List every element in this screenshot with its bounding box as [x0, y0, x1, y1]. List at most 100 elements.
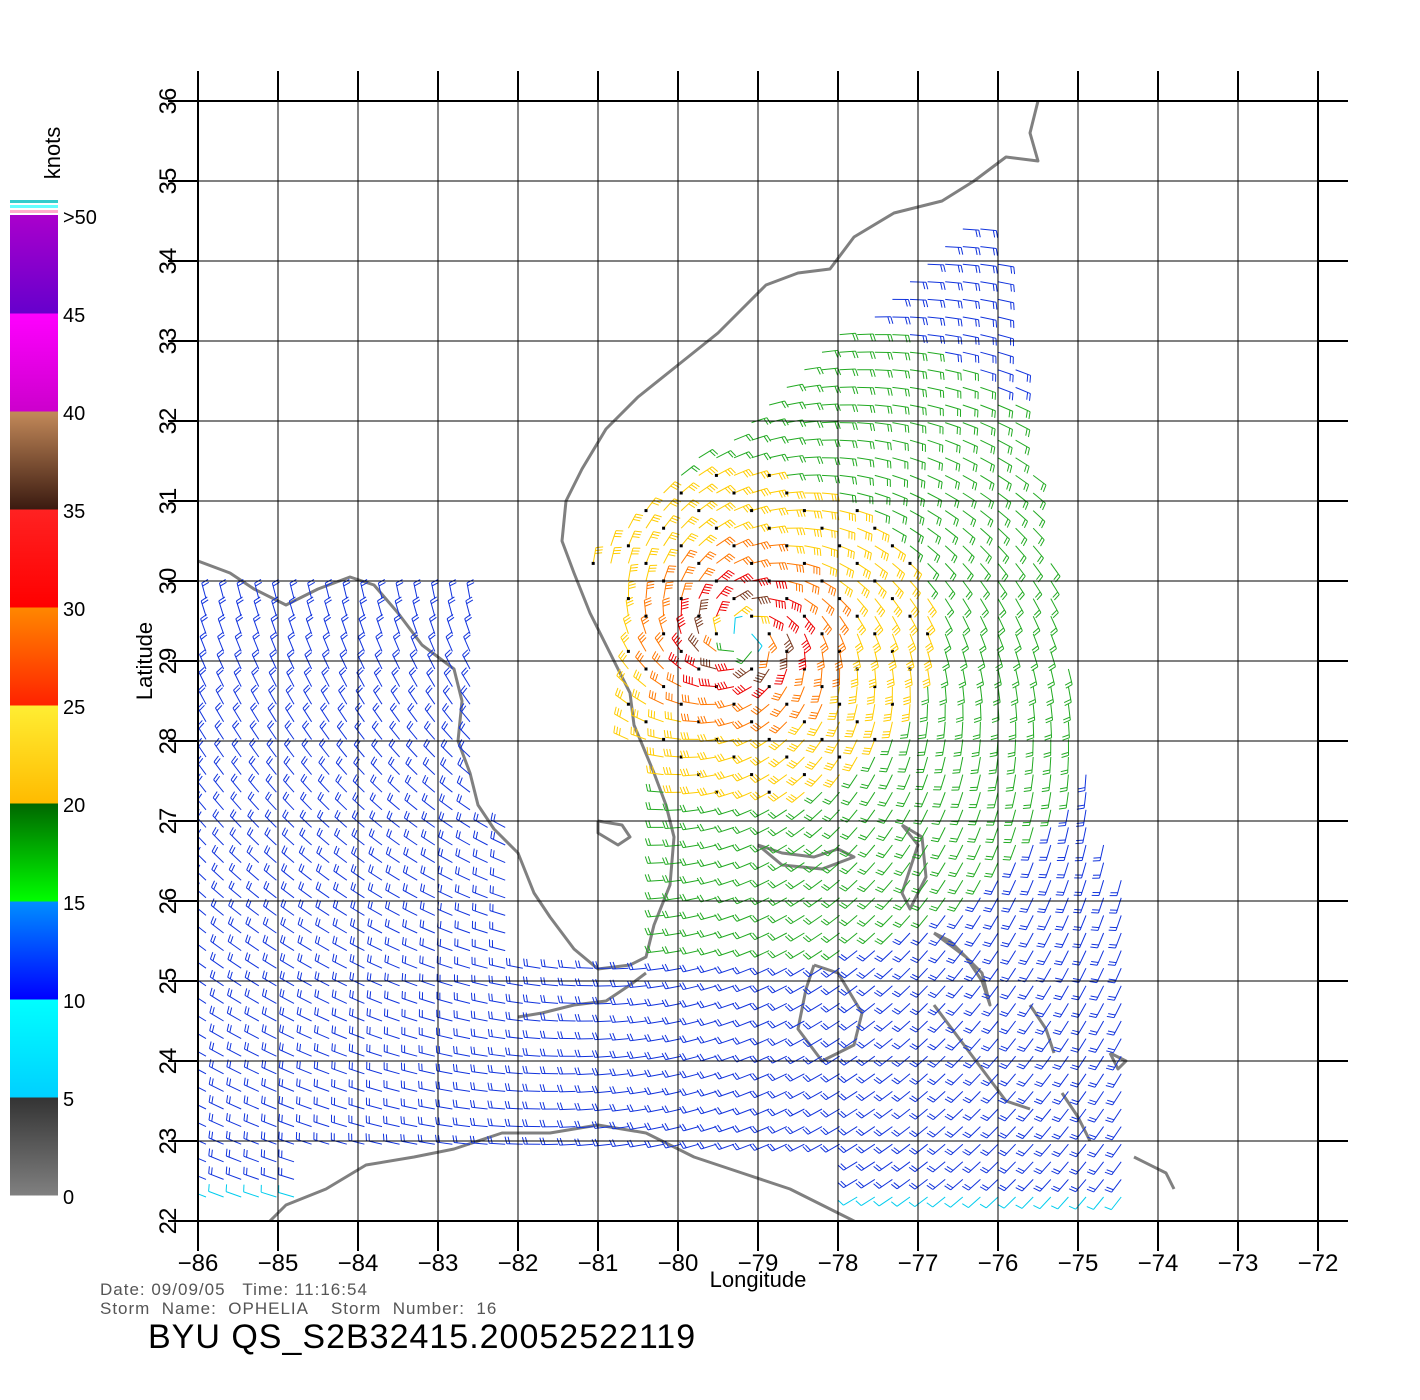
wind-barb: [470, 1028, 488, 1040]
wind-barb: [370, 774, 383, 793]
wind-barb: [348, 1025, 365, 1040]
wind-barb: [962, 439, 978, 454]
wind-barb: [997, 439, 1013, 455]
wind-barb: [697, 500, 718, 513]
wind-barb: [243, 1131, 259, 1145]
wind-barb: [947, 879, 964, 895]
wind-barb: [971, 739, 981, 758]
wind-barb: [253, 596, 262, 617]
wind-barb: [927, 334, 946, 344]
wind-barb: [962, 1143, 981, 1156]
wind-barb: [714, 1107, 735, 1115]
wind-barb: [679, 822, 699, 831]
wind-barb: [838, 1038, 858, 1049]
wind-barb: [658, 614, 667, 636]
wind-barb: [786, 509, 806, 518]
wind-barb: [962, 316, 980, 328]
wind-barb: [261, 988, 277, 1004]
wind-barb: [332, 917, 348, 934]
wind-barb: [821, 439, 841, 448]
wind-barb: [909, 1073, 928, 1085]
wind-barb: [839, 332, 859, 341]
wind-barb: [877, 791, 893, 807]
wind-barb: [198, 882, 207, 899]
wind-barb: [986, 792, 999, 809]
wind-barb: [767, 1126, 788, 1134]
wind-barb: [784, 1038, 805, 1047]
wind-barb: [357, 631, 366, 652]
wind-barb: [751, 541, 772, 550]
wind-barb: [591, 1032, 611, 1041]
wind-barb: [487, 1082, 506, 1092]
wind-barb: [279, 934, 295, 952]
wind-barb: [591, 1050, 611, 1058]
wind-barb: [315, 881, 330, 899]
wind-barb: [1015, 457, 1030, 474]
wind-barb: [457, 757, 471, 775]
wind-barb: [1014, 633, 1022, 654]
wind-barb: [268, 684, 277, 705]
wind-barb: [316, 845, 330, 863]
wind-barb: [1087, 1108, 1105, 1123]
wind-barb: [891, 1143, 911, 1155]
wind-barb: [875, 879, 893, 893]
wind-barb: [821, 562, 838, 577]
wind-barb: [767, 967, 788, 976]
wind-barb: [767, 950, 788, 959]
wind-barb: [1032, 615, 1041, 636]
wind-barb: [244, 988, 260, 1004]
wind-barb: [980, 563, 992, 583]
wind-barb: [891, 1091, 911, 1102]
wind-barb: [472, 884, 488, 899]
wind-barb: [522, 1047, 541, 1057]
wind-barb: [394, 596, 403, 617]
wind-barb: [227, 916, 242, 934]
wind-barb: [980, 1143, 999, 1156]
wind-barb: [663, 548, 679, 564]
wind-barb: [425, 685, 436, 705]
wind-barb: [980, 334, 997, 346]
wind-barb: [335, 756, 348, 775]
wind-barb: [892, 527, 907, 544]
wind-barb: [714, 966, 735, 974]
wind-barb: [945, 316, 963, 327]
wind-barb: [714, 663, 735, 672]
wind-barb: [679, 786, 699, 795]
wind-barb: [401, 990, 418, 1004]
wind-barb: [470, 1046, 488, 1057]
wind-barb: [366, 990, 383, 1004]
wind-barb: [962, 386, 979, 400]
wind-barb: [522, 1101, 541, 1110]
wind-barb: [631, 688, 647, 705]
wind-barb: [452, 1081, 471, 1092]
wind-barb: [962, 474, 978, 491]
wind-barb: [898, 739, 911, 756]
wind-barb: [400, 1098, 418, 1110]
wind-barb: [786, 562, 805, 573]
wind-barb: [198, 1033, 207, 1040]
colorbar-band: [10, 313, 58, 412]
wind-barb: [1073, 880, 1087, 896]
wind-barb: [505, 1011, 523, 1022]
wind-barb: [279, 952, 295, 969]
wind-barb: [997, 563, 1009, 583]
wind-barb: [973, 704, 982, 723]
wind-barb: [890, 1196, 911, 1207]
wind-barb: [964, 932, 981, 947]
wind-barb: [998, 1073, 1016, 1087]
wind-barb: [945, 439, 961, 454]
wind-barb: [591, 1067, 611, 1076]
wind-barb: [696, 1053, 717, 1062]
wind-barb: [944, 527, 959, 545]
wind-barb: [401, 1008, 418, 1022]
wind-barb: [248, 755, 260, 775]
wind-barb: [731, 1125, 752, 1133]
wind-barb: [366, 1043, 383, 1057]
wind-barb: [1027, 704, 1036, 724]
wind-barb: [874, 950, 893, 963]
wind-barb: [1043, 739, 1052, 758]
wind-barb: [784, 967, 805, 977]
wind-barb: [679, 982, 699, 991]
wind-barb: [927, 527, 942, 545]
wind-barb: [267, 720, 277, 740]
